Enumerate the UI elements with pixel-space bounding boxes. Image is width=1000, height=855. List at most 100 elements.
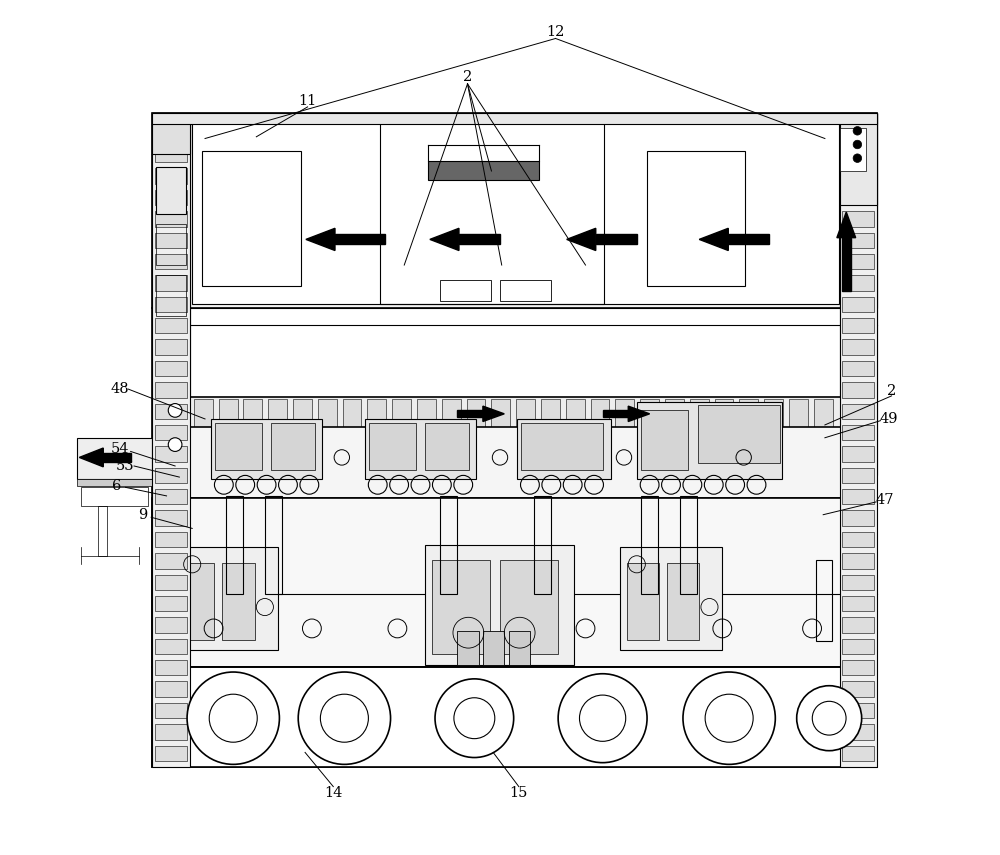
- Bar: [440, 280, 491, 301]
- Bar: [156, 224, 186, 265]
- Circle shape: [209, 694, 257, 742]
- Bar: [500, 560, 558, 654]
- Bar: [541, 475, 560, 496]
- Bar: [840, 128, 874, 142]
- Bar: [842, 275, 874, 291]
- Text: 15: 15: [510, 787, 528, 800]
- Bar: [392, 399, 411, 428]
- Bar: [442, 399, 461, 428]
- Bar: [155, 532, 187, 547]
- Bar: [491, 475, 510, 496]
- Bar: [840, 190, 874, 203]
- Bar: [728, 234, 769, 245]
- Bar: [155, 275, 187, 291]
- Bar: [814, 399, 833, 428]
- Bar: [152, 416, 188, 429]
- Bar: [155, 746, 187, 761]
- Bar: [516, 475, 535, 496]
- Bar: [641, 410, 688, 470]
- Bar: [440, 496, 457, 594]
- Bar: [155, 724, 187, 740]
- Bar: [155, 297, 187, 312]
- Bar: [425, 423, 469, 470]
- Bar: [667, 563, 699, 640]
- Bar: [739, 399, 758, 428]
- Bar: [152, 113, 190, 154]
- Bar: [840, 113, 877, 205]
- Bar: [816, 560, 832, 641]
- Bar: [615, 399, 634, 428]
- Text: 12: 12: [546, 26, 565, 39]
- Bar: [380, 117, 604, 304]
- Bar: [467, 475, 485, 496]
- Bar: [637, 402, 782, 479]
- Bar: [103, 453, 131, 462]
- Bar: [155, 681, 187, 697]
- Bar: [842, 147, 874, 162]
- Bar: [152, 667, 877, 767]
- Bar: [428, 161, 539, 180]
- Circle shape: [812, 701, 846, 735]
- Bar: [155, 318, 187, 333]
- Bar: [647, 151, 745, 286]
- Bar: [155, 703, 187, 718]
- Text: 48: 48: [110, 382, 129, 396]
- Bar: [318, 399, 337, 428]
- Bar: [840, 128, 866, 171]
- Bar: [715, 475, 733, 496]
- Text: 47: 47: [876, 493, 894, 507]
- Bar: [265, 496, 282, 594]
- Polygon shape: [306, 228, 335, 251]
- Circle shape: [853, 154, 862, 162]
- Bar: [152, 498, 877, 667]
- Bar: [840, 354, 874, 368]
- Circle shape: [298, 672, 391, 764]
- Bar: [152, 231, 188, 245]
- Bar: [840, 292, 874, 306]
- Bar: [840, 113, 877, 475]
- Bar: [155, 382, 187, 398]
- Bar: [591, 399, 609, 428]
- Text: 2: 2: [463, 70, 472, 84]
- Bar: [640, 475, 659, 496]
- Polygon shape: [430, 228, 459, 251]
- Circle shape: [579, 695, 626, 741]
- Bar: [152, 128, 188, 142]
- Bar: [690, 475, 709, 496]
- Bar: [842, 510, 874, 526]
- Bar: [155, 553, 187, 569]
- Bar: [615, 475, 634, 496]
- Bar: [842, 681, 874, 697]
- Bar: [680, 496, 697, 594]
- Bar: [155, 639, 187, 654]
- Bar: [318, 475, 337, 496]
- Bar: [483, 631, 504, 665]
- Bar: [152, 113, 190, 767]
- Bar: [842, 532, 874, 547]
- Bar: [194, 399, 213, 428]
- Bar: [840, 272, 874, 286]
- Bar: [152, 333, 188, 347]
- Circle shape: [853, 127, 862, 135]
- Bar: [268, 399, 287, 428]
- Bar: [842, 233, 874, 248]
- Bar: [152, 210, 188, 224]
- Bar: [155, 489, 187, 504]
- Bar: [152, 457, 188, 470]
- Bar: [842, 425, 874, 440]
- Bar: [665, 399, 684, 428]
- Bar: [155, 617, 187, 633]
- Bar: [155, 254, 187, 269]
- Bar: [152, 190, 188, 203]
- Bar: [764, 475, 783, 496]
- Bar: [152, 374, 188, 388]
- Bar: [271, 423, 315, 470]
- Circle shape: [683, 672, 775, 764]
- Bar: [840, 251, 874, 265]
- Bar: [620, 547, 722, 650]
- Bar: [152, 113, 877, 308]
- Bar: [715, 399, 733, 428]
- Bar: [842, 575, 874, 590]
- Bar: [840, 436, 874, 450]
- Bar: [842, 254, 874, 269]
